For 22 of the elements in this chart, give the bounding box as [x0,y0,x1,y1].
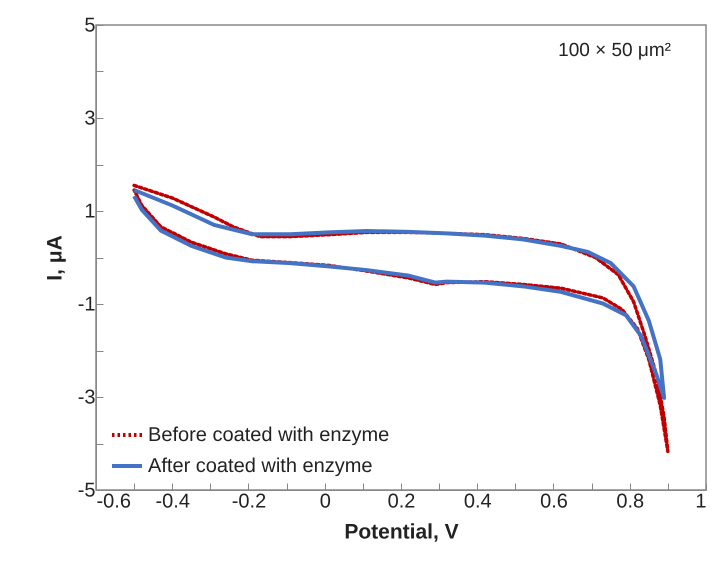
x-tick-label: 0 [320,490,331,512]
x-tick-label: 1 [695,490,706,512]
x-tick-label: -0.2 [232,490,266,512]
x-tick-label: 0.6 [540,490,568,512]
x-tick-label: -0.4 [156,490,190,512]
x-tick-label: 0.8 [616,490,644,512]
line-series [132,184,670,454]
legend-label: After coated with enzyme [148,455,373,477]
x-tick-label: 0.2 [388,490,416,512]
y-tick-label: 5 [84,14,96,36]
x-axis-title: Potential, V [344,520,459,544]
y-tick-label: 3 [84,108,96,130]
x-tick-label: 0.4 [464,490,492,512]
y-axis-title: I, μA [44,235,67,281]
y-tick-label: -3 [78,386,96,408]
x-tick-label: -0.6 [96,490,131,512]
y-tick-label: 1 [84,200,96,222]
y-tick-label: -1 [78,294,96,316]
legend-label: Before coated with enzyme [148,424,390,446]
y-tick-label: -5 [78,480,96,502]
annotation: 100 × 50 μm² [558,40,671,61]
line-series [132,188,666,400]
